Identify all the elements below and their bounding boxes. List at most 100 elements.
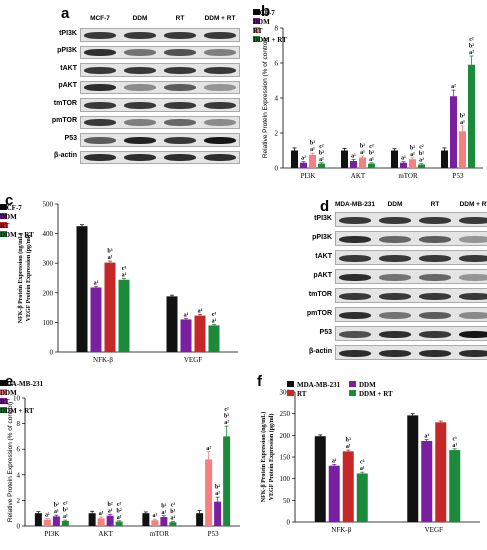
blot-band	[459, 311, 487, 319]
blot-band	[204, 66, 236, 74]
significance-label: a²	[419, 158, 424, 164]
blot-band	[459, 330, 487, 338]
significance-label: c³	[212, 312, 217, 318]
x-tick-label: VEGF	[184, 356, 202, 364]
blot-band	[204, 84, 236, 92]
x-tick-label: NFK-β	[93, 356, 113, 364]
significance-label: c²	[117, 502, 122, 508]
x-tick-label: PI3K	[44, 530, 59, 538]
significance-label: c²	[63, 501, 68, 507]
y-axis-label: VEGF Protein Expression (pg/ml)	[25, 235, 32, 322]
blot-row	[335, 231, 487, 246]
panel-label-f: f	[257, 373, 262, 390]
bar	[97, 518, 105, 526]
blot-lane-header: DDM	[132, 15, 148, 22]
bar	[341, 150, 348, 168]
significance-label: a¹	[198, 308, 203, 314]
legend-label: DDM + RT	[0, 407, 34, 415]
significance-label: a¹	[319, 157, 324, 163]
blot-band	[419, 235, 451, 243]
y-tick-label: 150	[280, 454, 291, 462]
significance-label: c²	[419, 145, 424, 151]
significance-label: b²	[360, 144, 365, 150]
blot-row	[80, 80, 240, 94]
bar	[391, 150, 398, 168]
significance-label: a¹	[54, 509, 59, 515]
y-axis-label: VEGF Protein Expression (pg/ml)	[268, 414, 275, 501]
legend-swatch	[0, 398, 7, 404]
significance-label: b²	[215, 485, 220, 491]
significance-label: b¹	[161, 503, 166, 509]
significance-label: a¹	[117, 515, 122, 521]
legend-swatch	[349, 381, 356, 387]
blot-band	[419, 349, 451, 357]
blot-row-label: P53	[64, 134, 77, 142]
blot-row-label: β-actin	[54, 152, 77, 160]
legend-label: MDA-MB-231	[0, 380, 44, 388]
blot-band	[339, 216, 371, 224]
blot-band	[124, 66, 156, 74]
x-tick-label: NFK-β	[331, 526, 351, 534]
blot-band	[459, 216, 487, 224]
y-tick-label: 100	[280, 475, 291, 483]
blot-row	[335, 250, 487, 265]
legend-swatch	[0, 380, 7, 386]
bar	[468, 64, 475, 168]
bar	[166, 296, 178, 352]
significance-label: c²	[319, 144, 324, 150]
blot-band	[379, 292, 411, 300]
bar	[160, 517, 168, 526]
blot-band	[84, 49, 116, 57]
y-tick-label: 200	[43, 289, 54, 297]
chart-f: 0 50 100 150 200 250 300 NFK-β Protein Expressi…	[260, 381, 480, 534]
blot-band	[164, 84, 196, 92]
blot-row	[80, 98, 240, 112]
significance-label: c²	[224, 407, 229, 413]
significance-label: a²	[215, 491, 220, 497]
blot-band	[84, 136, 116, 144]
blot-lane-header: RT	[175, 15, 185, 22]
significance-label: b²	[54, 503, 59, 509]
bar	[407, 415, 419, 522]
blot-band	[84, 154, 116, 162]
bar	[205, 459, 213, 526]
bar	[435, 422, 447, 522]
bar	[214, 501, 222, 526]
chart-c: 0 100 200 300 400 500 NFK-β Protein Expression…	[0, 201, 238, 364]
significance-label: c²	[369, 144, 374, 150]
bar	[318, 163, 325, 168]
bar	[449, 450, 461, 522]
legend-label: RT	[0, 222, 10, 230]
significance-label: b²	[63, 508, 68, 514]
blot-band	[164, 31, 196, 39]
y-tick-label: 500	[43, 201, 54, 209]
blot-row-label: pPI3K	[312, 233, 332, 241]
blot-band	[84, 31, 116, 39]
y-tick-label: 300	[280, 389, 291, 397]
bar	[450, 96, 457, 168]
y-tick-label: 50	[283, 497, 291, 505]
blot-row	[80, 45, 240, 59]
bar	[104, 262, 116, 352]
blot-band	[124, 119, 156, 127]
blot-band	[124, 84, 156, 92]
significance-label: b¹	[170, 509, 175, 515]
blot-band	[459, 273, 487, 281]
blot-band	[124, 101, 156, 109]
significance-label: a¹	[452, 443, 457, 449]
blot-band	[379, 311, 411, 319]
significance-label: a¹	[351, 154, 356, 160]
blot-row	[80, 115, 240, 129]
legend-swatch	[253, 18, 260, 24]
bar	[52, 516, 60, 526]
blot-row-label: tPI3K	[59, 29, 77, 37]
legend-label: RT	[253, 27, 263, 35]
blot-band	[339, 311, 371, 319]
significance-label: c³	[360, 460, 365, 466]
significance-label: a²	[301, 156, 306, 162]
bar	[441, 150, 448, 168]
blot-band	[339, 254, 371, 262]
panel-label-a: a	[61, 5, 70, 22]
blot-lane-header: MCF-7	[90, 15, 110, 22]
